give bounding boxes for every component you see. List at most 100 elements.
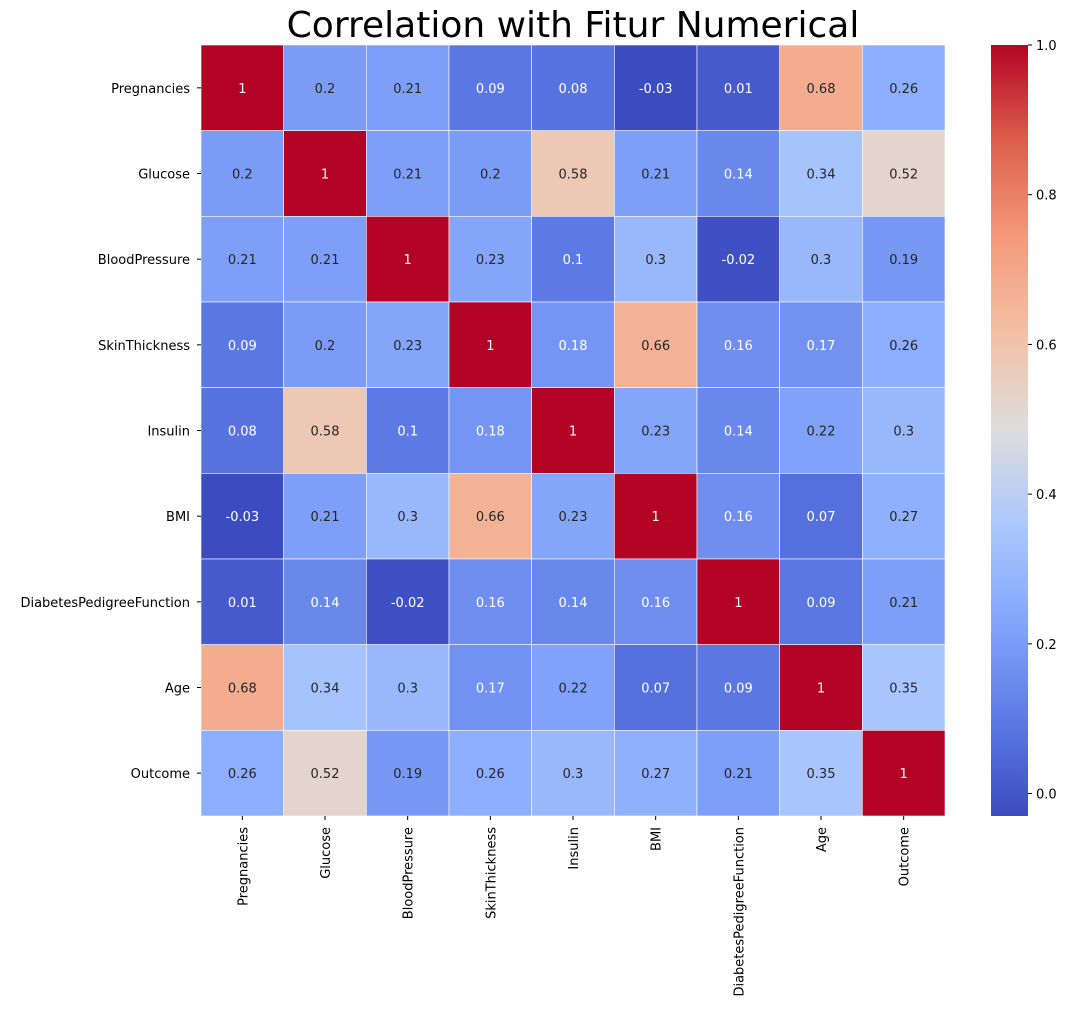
heatmap-cell bbox=[200, 130, 284, 217]
cell-value-label: 0.52 bbox=[311, 767, 340, 782]
cell-value-label: 0.2 bbox=[315, 339, 336, 354]
cell-value-label: 0.68 bbox=[807, 82, 836, 97]
cell-value-label: 0.26 bbox=[889, 82, 918, 97]
heatmap-cell bbox=[779, 558, 863, 645]
cell-value-label: 0.23 bbox=[476, 253, 505, 268]
heatmap-cell bbox=[200, 301, 284, 388]
cell-value-label: 0.21 bbox=[641, 168, 670, 183]
row-label: Age bbox=[165, 682, 190, 697]
heatmap-cell bbox=[448, 216, 532, 303]
heatmap-cell bbox=[283, 558, 367, 645]
cell-value-label: 0.16 bbox=[641, 596, 670, 611]
cell-value-label: 0.3 bbox=[645, 253, 666, 268]
cell-value-label: 0.3 bbox=[563, 767, 584, 782]
heatmap-cell bbox=[283, 473, 367, 560]
cell-value-label: 0.3 bbox=[893, 425, 914, 440]
heatmap-cell bbox=[779, 644, 863, 731]
cell-value-label: 0.3 bbox=[397, 510, 418, 525]
cell-value-label: 0.68 bbox=[228, 682, 257, 697]
column-label: Pregnancies bbox=[236, 827, 251, 906]
heatmap-cells: 1 0.2 0.21 0.09 0.08 -0.03 0.01 0.68 0.260.2 1 0.2… bbox=[200, 44, 946, 817]
cell-value-label: 0.17 bbox=[476, 682, 505, 697]
row-label: Pregnancies bbox=[111, 82, 190, 97]
cell-value-label: 0.34 bbox=[807, 168, 836, 183]
heatmap-cell bbox=[283, 216, 367, 303]
heatmap-cell bbox=[366, 216, 450, 303]
heatmap-cell bbox=[283, 730, 367, 817]
cell-value-label: 0.1 bbox=[397, 425, 418, 440]
heatmap-cell bbox=[366, 387, 450, 474]
column-label: Outcome bbox=[898, 827, 913, 886]
cell-value-label: 0.2 bbox=[232, 168, 253, 183]
colorbar: 0.0 0.2 0.4 0.6 0.8 1.0 bbox=[991, 39, 1057, 816]
heatmap-cell bbox=[862, 644, 946, 731]
heatmap-cell bbox=[696, 216, 780, 303]
heatmap-cell bbox=[366, 730, 450, 817]
cell-value-label: 0.21 bbox=[889, 596, 918, 611]
cell-value-label: -0.03 bbox=[226, 510, 260, 525]
cell-value-label: 0.35 bbox=[807, 767, 836, 782]
row-label: Glucose bbox=[138, 168, 190, 183]
heatmap-cell bbox=[366, 130, 450, 217]
heatmap-cell bbox=[448, 130, 532, 217]
heatmap-cell bbox=[200, 644, 284, 731]
colorbar-tick-label: 0.0 bbox=[1036, 788, 1057, 803]
cell-value-label: 0.01 bbox=[724, 82, 753, 97]
cell-value-label: 0.58 bbox=[559, 168, 588, 183]
cell-value-label: 1 bbox=[734, 596, 742, 611]
cell-value-label: 0.21 bbox=[393, 168, 422, 183]
heatmap-cell bbox=[862, 216, 946, 303]
cell-value-label: 0.09 bbox=[476, 82, 505, 97]
cell-value-label: 1 bbox=[321, 168, 329, 183]
cell-value-label: 0.14 bbox=[559, 596, 588, 611]
cell-value-label: 0.1 bbox=[563, 253, 584, 268]
cell-value-label: 0.07 bbox=[641, 682, 670, 697]
heatmap-cell bbox=[531, 44, 615, 131]
heatmap-cell bbox=[448, 730, 532, 817]
heatmap-cell bbox=[448, 644, 532, 731]
cell-value-label: 0.14 bbox=[724, 168, 753, 183]
cell-value-label: 0.27 bbox=[641, 767, 670, 782]
cell-value-label: 0.01 bbox=[228, 596, 257, 611]
cell-value-label: 0.09 bbox=[724, 682, 753, 697]
row-labels: Pregnancies Glucose BloodPressure SkinThick… bbox=[20, 82, 201, 782]
heatmap-cell bbox=[448, 387, 532, 474]
cell-value-label: 1 bbox=[817, 682, 825, 697]
cell-value-label: 0.18 bbox=[559, 339, 588, 354]
heatmap-cell bbox=[696, 301, 780, 388]
cell-value-label: 0.23 bbox=[393, 339, 422, 354]
heatmap-cell bbox=[200, 216, 284, 303]
heatmap-cell bbox=[531, 644, 615, 731]
colorbar-tick-label: 0.8 bbox=[1036, 189, 1057, 204]
chart-title: Correlation with Fitur Numerical bbox=[287, 5, 860, 46]
column-label: Glucose bbox=[319, 827, 334, 879]
heatmap-cell bbox=[614, 387, 698, 474]
heatmap-cell bbox=[366, 558, 450, 645]
cell-value-label: -0.02 bbox=[391, 596, 425, 611]
heatmap-cell bbox=[200, 387, 284, 474]
cell-value-label: 0.66 bbox=[476, 510, 505, 525]
column-label: Age bbox=[815, 827, 830, 852]
heatmap-cell bbox=[862, 387, 946, 474]
row-label: BMI bbox=[166, 510, 190, 525]
heatmap-cell bbox=[614, 473, 698, 560]
cell-value-label: 0.19 bbox=[393, 767, 422, 782]
cell-value-label: 0.3 bbox=[811, 253, 832, 268]
colorbar-tick-label: 0.6 bbox=[1036, 338, 1057, 353]
cell-value-label: 0.16 bbox=[724, 510, 753, 525]
cell-value-label: 0.26 bbox=[476, 767, 505, 782]
cell-value-label: 0.22 bbox=[807, 425, 836, 440]
column-labels: Pregnancies Glucose BloodPressure SkinThick… bbox=[236, 816, 913, 997]
heatmap-cell bbox=[283, 387, 367, 474]
cell-value-label: 0.21 bbox=[393, 82, 422, 97]
heatmap-cell bbox=[862, 130, 946, 217]
column-label: BloodPressure bbox=[402, 827, 417, 919]
cell-value-label: 1 bbox=[900, 767, 908, 782]
cell-value-label: 0.34 bbox=[311, 682, 340, 697]
cell-value-label: 0.17 bbox=[807, 339, 836, 354]
heatmap-cell bbox=[614, 730, 698, 817]
heatmap-cell bbox=[283, 44, 367, 131]
heatmap-cell bbox=[531, 216, 615, 303]
heatmap-cell bbox=[200, 44, 284, 131]
